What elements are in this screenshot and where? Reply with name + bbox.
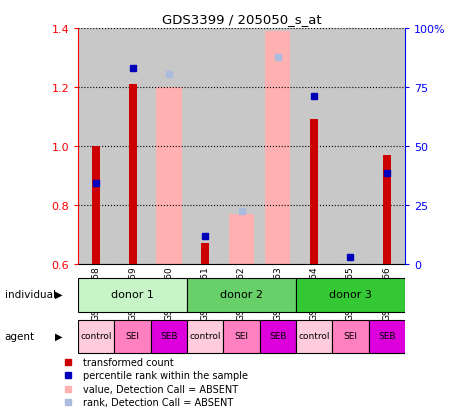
Bar — [295, 278, 404, 312]
Bar — [187, 320, 223, 353]
Bar — [78, 320, 114, 353]
Text: SEB: SEB — [269, 331, 286, 340]
Text: SEI: SEI — [125, 331, 140, 340]
Bar — [264, 32, 290, 264]
Bar — [187, 29, 223, 264]
Text: percentile rank within the sample: percentile rank within the sample — [83, 370, 248, 380]
Bar — [368, 320, 404, 353]
Text: value, Detection Call = ABSENT: value, Detection Call = ABSENT — [83, 384, 238, 394]
Text: individual: individual — [5, 290, 56, 299]
Text: SEI: SEI — [234, 331, 248, 340]
Bar — [151, 320, 187, 353]
Bar — [309, 120, 317, 264]
Text: SEB: SEB — [377, 331, 395, 340]
Bar — [382, 155, 390, 264]
Bar — [295, 29, 331, 264]
Bar — [331, 320, 368, 353]
Bar — [295, 320, 331, 353]
Bar — [78, 278, 187, 312]
Text: donor 2: donor 2 — [219, 290, 263, 299]
Bar — [201, 244, 209, 264]
Bar — [114, 29, 151, 264]
Bar — [368, 29, 404, 264]
Bar — [92, 147, 100, 264]
Text: transformed count: transformed count — [83, 357, 174, 367]
Bar — [223, 29, 259, 264]
Text: donor 1: donor 1 — [111, 290, 154, 299]
Bar — [228, 214, 254, 264]
Text: donor 3: donor 3 — [328, 290, 371, 299]
Bar — [151, 29, 187, 264]
Text: agent: agent — [5, 331, 34, 341]
Bar — [78, 29, 114, 264]
Text: control: control — [189, 331, 220, 340]
Text: SEB: SEB — [160, 331, 177, 340]
Text: control: control — [298, 331, 329, 340]
Title: GDS3399 / 205050_s_at: GDS3399 / 205050_s_at — [161, 13, 321, 26]
Text: ▶: ▶ — [55, 331, 62, 341]
Text: SEI: SEI — [342, 331, 357, 340]
Text: ▶: ▶ — [55, 290, 62, 299]
Bar — [156, 88, 181, 264]
Bar — [223, 320, 259, 353]
Bar — [114, 320, 151, 353]
Bar — [129, 85, 136, 264]
Bar — [259, 320, 295, 353]
Text: rank, Detection Call = ABSENT: rank, Detection Call = ABSENT — [83, 397, 233, 407]
Bar — [259, 29, 295, 264]
Text: control: control — [80, 331, 112, 340]
Bar — [331, 29, 368, 264]
Bar — [187, 278, 295, 312]
